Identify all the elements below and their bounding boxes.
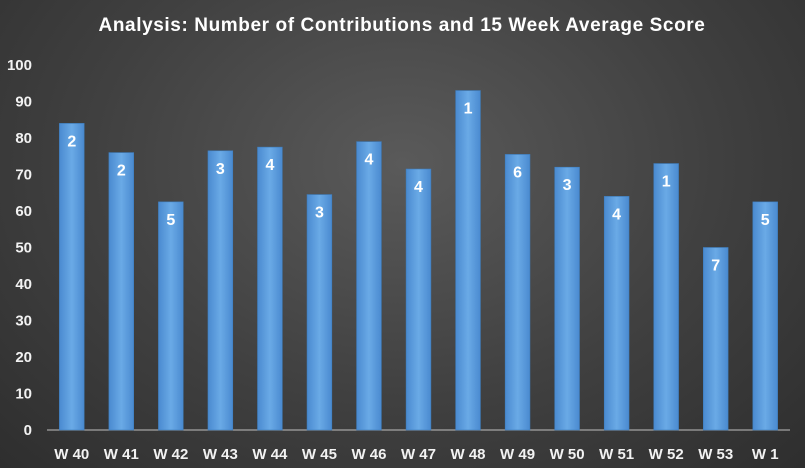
bar-data-label: 4 xyxy=(265,157,274,174)
x-tick-label: W 46 xyxy=(351,446,386,463)
y-tick-label: 30 xyxy=(15,313,32,330)
y-tick-label: 80 xyxy=(15,130,32,147)
bar-data-label: 3 xyxy=(563,177,572,194)
bar-data-label: 2 xyxy=(67,133,76,150)
y-tick-label: 70 xyxy=(15,167,32,184)
x-tick-label: W 44 xyxy=(252,446,288,463)
bar xyxy=(405,168,432,431)
bar-data-label: 6 xyxy=(513,164,522,181)
bar-data-label: 4 xyxy=(612,206,621,223)
x-tick-label: W 40 xyxy=(54,446,89,463)
bar xyxy=(703,247,729,431)
y-tick-label: 90 xyxy=(15,94,32,111)
bar-data-label: 1 xyxy=(464,101,473,118)
y-axis-ticks: 0 10 20 30 40 50 60 70 80 90 100 xyxy=(7,57,32,439)
bar-data-label: 3 xyxy=(216,161,225,178)
x-tick-label: W 50 xyxy=(550,446,585,463)
bar xyxy=(158,201,184,431)
bar-data-label: 1 xyxy=(662,174,671,191)
bar xyxy=(306,194,333,431)
y-tick-label: 50 xyxy=(15,240,32,257)
bar-data-label: 2 xyxy=(117,163,126,180)
x-tick-label: W 42 xyxy=(153,446,188,463)
x-axis-ticks: W 40 W 41 W 42 W 43 W 44 W 45 W 46 W 47 W 48 W 49… xyxy=(54,446,778,463)
x-tick-label: W 1 xyxy=(752,446,779,463)
x-tick-label: W 41 xyxy=(104,446,139,463)
bar-data-label: 7 xyxy=(711,258,720,275)
bar-data-label: 5 xyxy=(761,212,770,229)
y-tick-label: 40 xyxy=(15,276,32,293)
y-tick-label: 100 xyxy=(7,57,32,74)
x-tick-label: W 47 xyxy=(401,446,436,463)
bar xyxy=(207,150,234,431)
x-tick-label: W 45 xyxy=(302,446,337,463)
bar-data-label: 5 xyxy=(166,212,175,229)
bar xyxy=(257,146,283,431)
bar xyxy=(108,152,134,431)
bar xyxy=(603,196,630,431)
y-tick-label: 60 xyxy=(15,203,32,220)
x-tick-label: W 43 xyxy=(203,446,238,463)
y-tick-label: 0 xyxy=(24,422,32,439)
x-tick-label: W 53 xyxy=(698,446,733,463)
x-tick-label: W 52 xyxy=(649,446,684,463)
bar xyxy=(752,201,778,431)
bar xyxy=(554,166,580,431)
chart-title: Analysis: Number of Contributions and 15… xyxy=(99,15,706,36)
x-tick-label: W 48 xyxy=(451,446,486,463)
bar xyxy=(504,154,531,431)
y-tick-label: 20 xyxy=(15,349,32,366)
bar-data-label: 3 xyxy=(315,205,324,222)
x-tick-label: W 51 xyxy=(599,446,634,463)
bar-data-label: 4 xyxy=(414,179,423,196)
x-tick-label: W 49 xyxy=(500,446,535,463)
bars-group: 2 2 5 3 4 3 4 4 1 6 3 4 1 7 5 xyxy=(59,90,778,431)
bar xyxy=(356,141,382,431)
bar xyxy=(455,90,481,431)
bar xyxy=(653,163,679,431)
bar xyxy=(59,123,85,431)
y-tick-label: 10 xyxy=(15,386,32,403)
bar-data-label: 4 xyxy=(365,152,374,169)
